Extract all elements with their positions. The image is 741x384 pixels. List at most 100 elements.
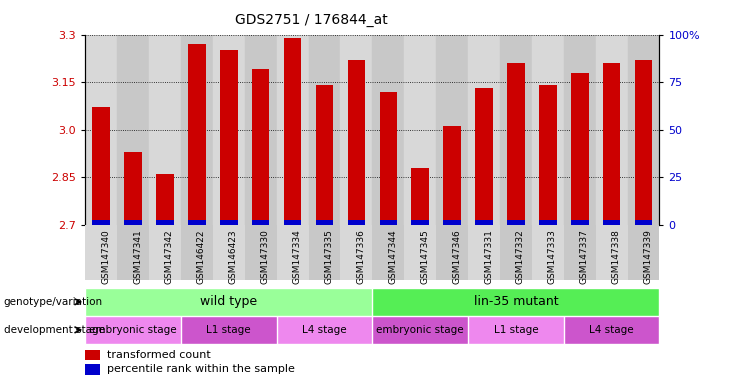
Bar (372, 225, 405, 280)
Bar (628, 35, 659, 225)
Bar (475, 220, 493, 225)
Bar (188, 44, 206, 225)
Text: L4 stage: L4 stage (589, 325, 634, 335)
Bar (571, 73, 588, 225)
Bar (348, 60, 365, 225)
Bar (372, 35, 405, 225)
Bar (340, 225, 372, 280)
Bar (500, 35, 532, 225)
Bar (308, 35, 340, 225)
Text: GSM147342: GSM147342 (165, 229, 174, 284)
Text: GSM147335: GSM147335 (325, 229, 333, 284)
Bar (532, 35, 564, 225)
Text: wild type: wild type (200, 295, 257, 308)
Bar (85, 35, 117, 225)
Text: L4 stage: L4 stage (302, 325, 347, 335)
Bar (443, 126, 461, 225)
Bar (411, 167, 429, 225)
Bar (468, 35, 500, 225)
Text: GSM147336: GSM147336 (356, 229, 365, 284)
Bar (213, 35, 245, 225)
Text: embryonic stage: embryonic stage (376, 325, 464, 335)
Bar (181, 35, 213, 225)
Bar (85, 225, 117, 280)
Bar (539, 220, 556, 225)
Bar (181, 225, 213, 280)
Text: GSM147346: GSM147346 (452, 229, 461, 284)
Text: GSM146422: GSM146422 (197, 229, 206, 284)
Bar (596, 225, 628, 280)
Bar (284, 220, 302, 225)
Bar (405, 35, 436, 225)
Bar (603, 63, 620, 225)
Text: GSM147344: GSM147344 (388, 229, 397, 284)
Bar (628, 225, 659, 280)
Bar (117, 35, 149, 225)
Bar (85, 349, 100, 361)
Bar (213, 225, 245, 280)
Bar (405, 225, 436, 280)
Text: GSM147331: GSM147331 (484, 229, 493, 284)
Bar (436, 35, 468, 225)
Text: GSM147339: GSM147339 (643, 229, 653, 284)
Text: GSM147340: GSM147340 (102, 229, 110, 284)
Text: GSM147334: GSM147334 (293, 229, 302, 284)
Text: development stage: development stage (4, 325, 104, 335)
Bar (220, 50, 238, 225)
Bar (93, 220, 110, 225)
Text: genotype/variation: genotype/variation (4, 297, 103, 307)
Bar (220, 220, 238, 225)
Text: GDS2751 / 176844_at: GDS2751 / 176844_at (235, 13, 388, 27)
Bar (276, 35, 308, 225)
Bar (468, 225, 500, 280)
Bar (532, 225, 564, 280)
Bar (571, 220, 588, 225)
Text: GSM147332: GSM147332 (516, 229, 525, 284)
Text: GSM147330: GSM147330 (261, 229, 270, 284)
Bar (635, 60, 652, 225)
Bar (443, 220, 461, 225)
Bar (124, 220, 142, 225)
Bar (316, 220, 333, 225)
Bar (93, 108, 110, 225)
Bar (340, 35, 372, 225)
Bar (85, 364, 100, 375)
Bar (379, 220, 397, 225)
Bar (252, 70, 270, 225)
Text: embryonic stage: embryonic stage (89, 325, 177, 335)
Bar (564, 225, 596, 280)
Bar (308, 225, 340, 280)
Bar (149, 225, 181, 280)
Text: lin-35 mutant: lin-35 mutant (473, 295, 558, 308)
Text: GSM146423: GSM146423 (229, 229, 238, 284)
Bar (596, 35, 628, 225)
Bar (276, 225, 308, 280)
Bar (149, 35, 181, 225)
Bar (124, 152, 142, 225)
Bar (500, 225, 532, 280)
Bar (245, 225, 276, 280)
Bar (245, 35, 276, 225)
Bar (475, 88, 493, 225)
Bar (436, 225, 468, 280)
Bar (507, 220, 525, 225)
Bar (316, 85, 333, 225)
Bar (411, 220, 429, 225)
Bar (156, 220, 173, 225)
Bar (603, 220, 620, 225)
Bar (188, 220, 206, 225)
Text: GSM147338: GSM147338 (611, 229, 621, 284)
Text: L1 stage: L1 stage (207, 325, 251, 335)
Bar (284, 38, 302, 225)
Bar (539, 85, 556, 225)
Bar (252, 220, 270, 225)
Text: GSM147345: GSM147345 (420, 229, 429, 284)
Text: L1 stage: L1 stage (494, 325, 538, 335)
Bar (635, 220, 652, 225)
Bar (156, 174, 173, 225)
Text: transformed count: transformed count (107, 350, 211, 360)
Text: percentile rank within the sample: percentile rank within the sample (107, 364, 296, 374)
Bar (379, 91, 397, 225)
Bar (564, 35, 596, 225)
Bar (507, 63, 525, 225)
